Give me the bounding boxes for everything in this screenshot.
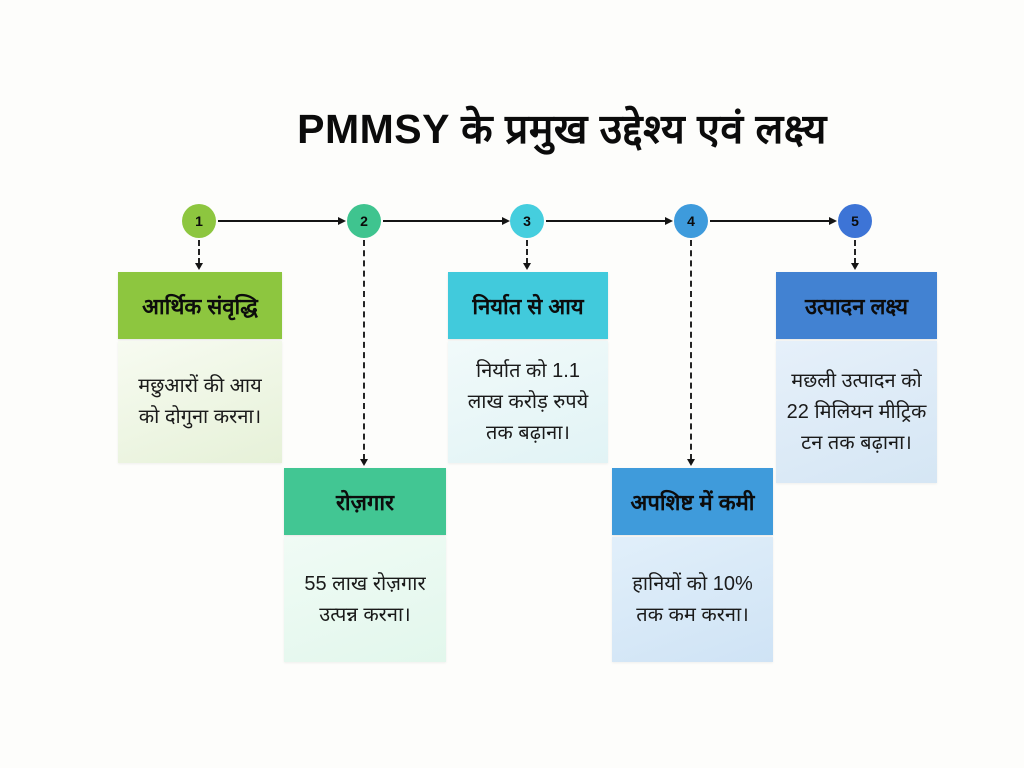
timeline-node-1: 1 xyxy=(182,204,216,238)
right-arrow-connector xyxy=(218,217,346,225)
timeline-node-number: 2 xyxy=(360,213,368,229)
step-card-economic-growth: आर्थिक संवृद्धि मछुआरों की आय को दोगुना … xyxy=(118,272,282,463)
right-arrow-connector xyxy=(546,217,673,225)
timeline-node-number: 1 xyxy=(195,213,203,229)
dashed-down-arrow xyxy=(360,240,368,466)
step-card-export-income: निर्यात से आय निर्यात को 1.1 लाख करोड़ र… xyxy=(448,272,608,463)
step-body: 55 लाख रोज़गार उत्पन्न करना। xyxy=(284,537,446,662)
step-card-production-target: उत्पादन लक्ष्य मछली उत्पादन को 22 मिलियन… xyxy=(776,272,937,483)
step-body: निर्यात को 1.1 लाख करोड़ रुपये तक बढ़ाना… xyxy=(448,341,608,463)
timeline-node-4: 4 xyxy=(674,204,708,238)
dashed-down-arrow xyxy=(195,240,203,270)
right-arrow-connector xyxy=(710,217,837,225)
timeline-node-number: 5 xyxy=(851,213,859,229)
step-header: उत्पादन लक्ष्य xyxy=(776,272,937,339)
timeline-node-2: 2 xyxy=(347,204,381,238)
step-body: हानियों को 10% तक कम करना। xyxy=(612,537,773,662)
step-header: रोज़गार xyxy=(284,468,446,535)
step-header: आर्थिक संवृद्धि xyxy=(118,272,282,339)
dashed-down-arrow xyxy=(687,240,695,466)
dashed-down-arrow xyxy=(523,240,531,270)
timeline-node-number: 4 xyxy=(687,213,695,229)
step-body: मछली उत्पादन को 22 मिलियन मीट्रिक टन तक … xyxy=(776,341,937,483)
step-header: अपशिष्ट में कमी xyxy=(612,468,773,535)
timeline-node-5: 5 xyxy=(838,204,872,238)
timeline-node-3: 3 xyxy=(510,204,544,238)
dashed-down-arrow xyxy=(851,240,859,270)
timeline-node-number: 3 xyxy=(523,213,531,229)
step-body: मछुआरों की आय को दोगुना करना। xyxy=(118,341,282,463)
right-arrow-connector xyxy=(383,217,510,225)
step-header: निर्यात से आय xyxy=(448,272,608,339)
page-title: PMMSY के प्रमुख उद्देश्य एवं लक्ष्य xyxy=(297,106,827,152)
step-card-waste-reduction: अपशिष्ट में कमी हानियों को 10% तक कम करन… xyxy=(612,468,773,662)
step-card-employment: रोज़गार 55 लाख रोज़गार उत्पन्न करना। xyxy=(284,468,446,662)
